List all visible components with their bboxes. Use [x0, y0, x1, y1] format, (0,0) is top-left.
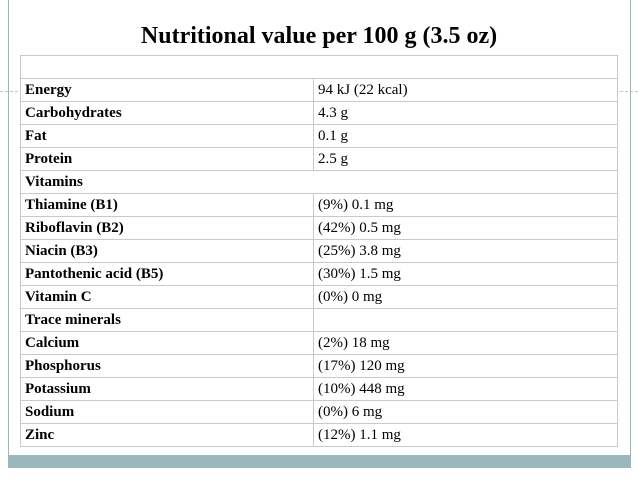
- row-value: 0.1 g: [313, 124, 618, 148]
- table-row: Calcium (2%) 18 mg: [20, 331, 618, 355]
- table-row: Energy 94 kJ (22 kcal): [20, 78, 618, 102]
- table-row: Fat 0.1 g: [20, 124, 618, 148]
- row-value: (42%) 0.5 mg: [313, 216, 618, 240]
- row-value: (25%) 3.8 mg: [313, 239, 618, 263]
- row-label: Sodium: [20, 400, 314, 424]
- section-label: Trace minerals: [20, 308, 314, 332]
- row-label: Calcium: [20, 331, 314, 355]
- row-label: Protein: [20, 147, 314, 171]
- table-row: Potassium (10%) 448 mg: [20, 377, 618, 401]
- slide-bottom-band: [8, 455, 631, 468]
- slide-frame-right: [630, 0, 631, 455]
- table-row: Niacin (B3) (25%) 3.8 mg: [20, 239, 618, 263]
- row-value: (30%) 1.5 mg: [313, 262, 618, 286]
- row-label: Niacin (B3): [20, 239, 314, 263]
- table-row: Carbohydrates 4.3 g: [20, 101, 618, 125]
- row-label: Pantothenic acid (B5): [20, 262, 314, 286]
- row-value: [313, 308, 618, 332]
- row-label: Vitamin C: [20, 285, 314, 309]
- row-label: Riboflavin (B2): [20, 216, 314, 240]
- table-row: Protein 2.5 g: [20, 147, 618, 171]
- row-value: 2.5 g: [313, 147, 618, 171]
- table-header-row: [20, 55, 618, 79]
- row-label: Phosphorus: [20, 354, 314, 378]
- row-label: Potassium: [20, 377, 314, 401]
- table-row: Riboflavin (B2) (42%) 0.5 mg: [20, 216, 618, 240]
- table-row: Zinc (12%) 1.1 mg: [20, 423, 618, 447]
- row-label: Fat: [20, 124, 314, 148]
- table-row: Vitamin C (0%) 0 mg: [20, 285, 618, 309]
- row-label: Zinc: [20, 423, 314, 447]
- row-value: (9%) 0.1 mg: [313, 193, 618, 217]
- row-value: 4.3 g: [313, 101, 618, 125]
- section-row-vitamins: Vitamins: [20, 170, 618, 194]
- row-value: (10%) 448 mg: [313, 377, 618, 401]
- section-label: Vitamins: [20, 170, 618, 194]
- nutrition-table: Energy 94 kJ (22 kcal) Carbohydrates 4.3…: [20, 55, 618, 447]
- table-header-cell: [20, 55, 618, 79]
- table-row: Thiamine (B1) (9%) 0.1 mg: [20, 193, 618, 217]
- page-title: Nutritional value per 100 g (3.5 oz): [140, 23, 498, 49]
- row-value: (0%) 6 mg: [313, 400, 618, 424]
- row-value: (12%) 1.1 mg: [313, 423, 618, 447]
- row-value: (0%) 0 mg: [313, 285, 618, 309]
- row-label: Energy: [20, 78, 314, 102]
- row-label: Thiamine (B1): [20, 193, 314, 217]
- table-row: Phosphorus (17%) 120 mg: [20, 354, 618, 378]
- table-row: Sodium (0%) 6 mg: [20, 400, 618, 424]
- row-value: (17%) 120 mg: [313, 354, 618, 378]
- row-value: (2%) 18 mg: [313, 331, 618, 355]
- row-value: 94 kJ (22 kcal): [313, 78, 618, 102]
- table-row: Pantothenic acid (B5) (30%) 1.5 mg: [20, 262, 618, 286]
- slide-frame-left: [8, 0, 9, 455]
- row-label: Carbohydrates: [20, 101, 314, 125]
- section-row-trace-minerals: Trace minerals: [20, 308, 618, 332]
